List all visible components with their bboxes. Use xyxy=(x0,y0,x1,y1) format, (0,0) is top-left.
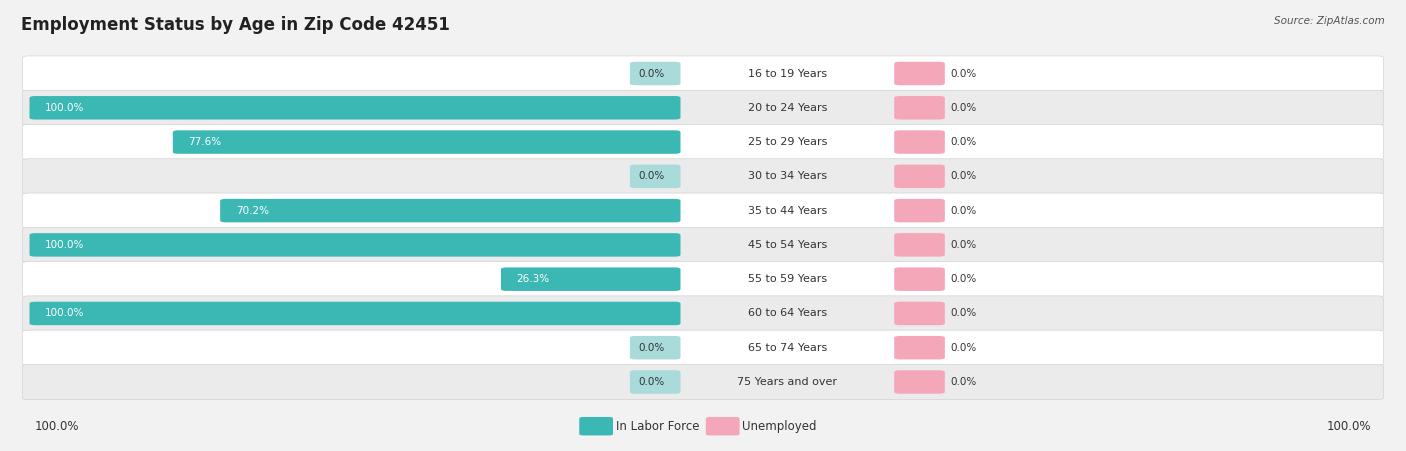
FancyBboxPatch shape xyxy=(22,262,1384,297)
Text: 20 to 24 Years: 20 to 24 Years xyxy=(748,103,827,113)
Text: Employment Status by Age in Zip Code 42451: Employment Status by Age in Zip Code 424… xyxy=(21,16,450,34)
FancyBboxPatch shape xyxy=(894,130,945,154)
Text: 100.0%: 100.0% xyxy=(45,308,84,318)
FancyBboxPatch shape xyxy=(894,199,945,222)
Text: 0.0%: 0.0% xyxy=(950,206,977,216)
Text: 0.0%: 0.0% xyxy=(950,69,977,78)
Text: In Labor Force: In Labor Force xyxy=(616,420,699,433)
FancyBboxPatch shape xyxy=(22,227,1384,262)
Text: 70.2%: 70.2% xyxy=(236,206,269,216)
FancyBboxPatch shape xyxy=(579,417,613,436)
FancyBboxPatch shape xyxy=(22,193,1384,228)
FancyBboxPatch shape xyxy=(22,159,1384,194)
FancyBboxPatch shape xyxy=(894,233,945,257)
Text: 0.0%: 0.0% xyxy=(950,240,977,250)
Text: 0.0%: 0.0% xyxy=(950,274,977,284)
FancyBboxPatch shape xyxy=(22,296,1384,331)
FancyBboxPatch shape xyxy=(894,267,945,291)
Text: 26.3%: 26.3% xyxy=(516,274,550,284)
Text: 100.0%: 100.0% xyxy=(45,103,84,113)
Text: 0.0%: 0.0% xyxy=(638,69,665,78)
Text: 100.0%: 100.0% xyxy=(45,240,84,250)
Text: 16 to 19 Years: 16 to 19 Years xyxy=(748,69,827,78)
FancyBboxPatch shape xyxy=(894,302,945,325)
FancyBboxPatch shape xyxy=(173,130,681,154)
Text: 0.0%: 0.0% xyxy=(950,308,977,318)
Text: 65 to 74 Years: 65 to 74 Years xyxy=(748,343,827,353)
Text: 55 to 59 Years: 55 to 59 Years xyxy=(748,274,827,284)
Text: 60 to 64 Years: 60 to 64 Years xyxy=(748,308,827,318)
Text: 75 Years and over: 75 Years and over xyxy=(737,377,838,387)
Text: 45 to 54 Years: 45 to 54 Years xyxy=(748,240,827,250)
Text: 30 to 34 Years: 30 to 34 Years xyxy=(748,171,827,181)
Text: 0.0%: 0.0% xyxy=(950,137,977,147)
Text: 0.0%: 0.0% xyxy=(950,171,977,181)
FancyBboxPatch shape xyxy=(501,267,681,291)
Text: 100.0%: 100.0% xyxy=(1326,420,1371,433)
FancyBboxPatch shape xyxy=(630,62,681,85)
FancyBboxPatch shape xyxy=(22,90,1384,125)
Text: 0.0%: 0.0% xyxy=(638,343,665,353)
Text: 0.0%: 0.0% xyxy=(950,343,977,353)
FancyBboxPatch shape xyxy=(894,96,945,120)
FancyBboxPatch shape xyxy=(706,417,740,436)
FancyBboxPatch shape xyxy=(894,336,945,359)
FancyBboxPatch shape xyxy=(630,336,681,359)
Text: Unemployed: Unemployed xyxy=(742,420,817,433)
FancyBboxPatch shape xyxy=(221,199,681,222)
Text: 100.0%: 100.0% xyxy=(35,420,80,433)
FancyBboxPatch shape xyxy=(894,370,945,394)
FancyBboxPatch shape xyxy=(30,233,681,257)
FancyBboxPatch shape xyxy=(894,62,945,85)
FancyBboxPatch shape xyxy=(630,165,681,188)
FancyBboxPatch shape xyxy=(22,56,1384,91)
FancyBboxPatch shape xyxy=(30,302,681,325)
Text: 0.0%: 0.0% xyxy=(638,171,665,181)
FancyBboxPatch shape xyxy=(630,370,681,394)
FancyBboxPatch shape xyxy=(30,96,681,120)
Text: 77.6%: 77.6% xyxy=(188,137,221,147)
Text: 0.0%: 0.0% xyxy=(950,103,977,113)
Text: 25 to 29 Years: 25 to 29 Years xyxy=(748,137,827,147)
Text: Source: ZipAtlas.com: Source: ZipAtlas.com xyxy=(1274,16,1385,26)
Text: 35 to 44 Years: 35 to 44 Years xyxy=(748,206,827,216)
FancyBboxPatch shape xyxy=(22,364,1384,400)
FancyBboxPatch shape xyxy=(22,124,1384,160)
FancyBboxPatch shape xyxy=(22,330,1384,365)
Text: 0.0%: 0.0% xyxy=(950,377,977,387)
Text: 0.0%: 0.0% xyxy=(638,377,665,387)
FancyBboxPatch shape xyxy=(894,165,945,188)
